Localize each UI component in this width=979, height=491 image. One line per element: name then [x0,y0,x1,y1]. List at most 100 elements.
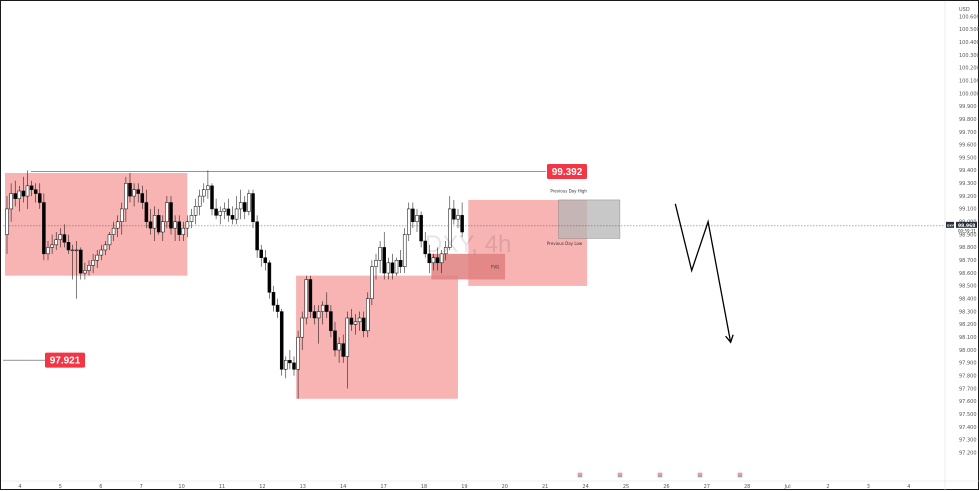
candle[interactable] [156,208,161,235]
candle[interactable] [407,202,411,241]
candle[interactable] [247,189,251,216]
economic-event-flag-icon[interactable] [616,471,624,479]
candle[interactable] [136,183,140,203]
candle[interactable] [95,249,99,268]
candle[interactable] [353,314,358,335]
candle[interactable] [423,232,427,258]
candle[interactable] [5,196,9,254]
candle[interactable] [144,189,149,229]
candle[interactable] [29,180,34,197]
candle[interactable] [439,249,444,274]
candle[interactable] [411,202,415,229]
price-tag[interactable] [956,221,977,228]
candle[interactable] [374,253,378,280]
candle[interactable] [9,183,13,222]
candle[interactable] [33,183,38,203]
candle[interactable] [394,257,399,276]
candle[interactable] [169,196,173,235]
candle[interactable] [189,208,194,229]
candle[interactable] [345,311,350,389]
candle[interactable] [206,170,210,199]
candle[interactable] [132,183,136,207]
candle[interactable] [325,292,329,318]
candle[interactable] [91,253,95,274]
candle[interactable] [140,185,145,209]
candle[interactable] [349,308,354,331]
candle[interactable] [263,249,268,271]
candle[interactable] [337,337,341,363]
candle[interactable] [152,206,157,241]
candle[interactable] [148,208,153,235]
candle[interactable] [115,215,120,238]
candle[interactable] [230,206,235,225]
candle[interactable] [66,234,71,254]
level-tag[interactable] [547,163,587,179]
zone-demand[interactable] [296,275,458,399]
candle[interactable] [46,241,50,261]
candle[interactable] [214,198,218,220]
candle[interactable] [173,215,177,241]
candle[interactable] [431,253,436,271]
candle[interactable] [443,241,448,261]
candle[interactable] [103,241,108,256]
candle[interactable] [193,198,198,225]
candle[interactable] [460,202,464,238]
candle[interactable] [415,208,419,233]
candle[interactable] [165,196,169,229]
candle[interactable] [17,185,22,212]
candle[interactable] [304,275,309,325]
candle[interactable] [288,350,292,370]
candle[interactable] [419,211,423,248]
candle[interactable] [435,247,440,271]
candle[interactable] [333,321,337,357]
candle[interactable] [427,244,432,274]
economic-event-flag-icon[interactable] [576,471,584,479]
candle[interactable] [382,232,386,280]
candle[interactable] [312,305,317,325]
candle[interactable] [279,308,284,376]
candle[interactable] [238,189,243,220]
candle[interactable] [128,173,132,203]
candle[interactable] [361,311,366,338]
candle[interactable] [378,241,382,274]
zone-box[interactable] [558,199,621,239]
candle[interactable] [452,199,456,225]
candle[interactable] [111,221,116,241]
candle[interactable] [79,247,83,280]
candle[interactable] [210,183,214,216]
candle[interactable] [243,196,247,220]
candle[interactable] [316,305,321,344]
candle[interactable] [357,311,362,331]
candle[interactable] [124,176,128,222]
candle[interactable] [398,249,403,274]
candle[interactable] [300,311,304,351]
candle[interactable] [456,208,460,229]
candle[interactable] [320,301,325,325]
candle[interactable] [386,257,391,280]
candle[interactable] [267,260,272,299]
candle[interactable] [58,228,63,248]
candle[interactable] [70,244,75,280]
candle[interactable] [107,232,112,250]
candle[interactable] [308,275,313,318]
candle[interactable] [284,356,288,379]
candle[interactable] [38,183,42,209]
candle[interactable] [177,215,181,241]
candle[interactable] [21,176,26,203]
candle[interactable] [185,215,190,238]
candle[interactable] [292,356,296,376]
candle[interactable] [329,305,333,338]
candle[interactable] [251,189,255,229]
candle[interactable] [448,196,452,250]
zone-fvg[interactable] [431,253,506,280]
candle[interactable] [99,244,104,261]
candle[interactable] [197,189,202,216]
level-tag[interactable] [45,352,85,368]
candle[interactable] [202,183,206,203]
candle[interactable] [50,234,54,254]
candle[interactable] [120,202,124,235]
candle[interactable] [62,224,67,248]
candle[interactable] [54,232,58,250]
candle[interactable] [74,241,79,299]
candle[interactable] [161,215,165,241]
